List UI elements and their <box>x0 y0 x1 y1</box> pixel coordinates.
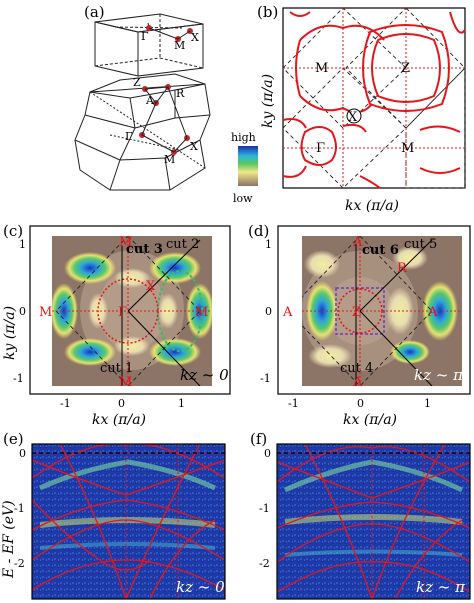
panel-c-cut-3: cut 3 <box>126 242 163 257</box>
panel-d-point-a-bottom: A <box>352 375 363 390</box>
panel-c-point-m-left: M <box>39 305 52 320</box>
panel-label-d: (d) <box>248 222 269 240</box>
band-dispersion-kzpi: kz ~ π <box>276 443 471 600</box>
panel-d-xtick-0: 0 <box>357 397 364 410</box>
panel-c-cut-2: cut 2 <box>166 237 199 252</box>
panel-f-kz: kz ~ π <box>416 578 466 596</box>
panel-c-ytick-neg1: -1 <box>13 372 24 385</box>
panel-d-point-a-left: A <box>282 305 293 320</box>
panel-d-point-z: Z <box>352 305 361 320</box>
panel-d-cut-4: cut 4 <box>340 361 373 376</box>
arpes-map-kzpi: A A A A R Z cut 6 cut 5 cut 4 kz ~ π <box>277 225 471 395</box>
panel-d-axes: -1 0 1 1 0 -1 kx (π/a) <box>260 238 431 428</box>
panel-e-kz: kz ~ 0 <box>176 578 225 596</box>
panel-c-point-m-bottom: M <box>119 375 132 390</box>
panel-label-e: (e) <box>3 430 24 448</box>
panel-d-ytick-1: 1 <box>265 238 272 251</box>
bz-label-a: A <box>145 94 155 107</box>
panel-b-xlabel: kx (π/a) <box>345 198 399 214</box>
panel-e-ytick-neg1: -1 <box>14 502 25 515</box>
panel-d-point-r: R <box>397 261 408 276</box>
colorbar-gradient <box>238 146 258 186</box>
panel-f-ytick-0: 0 <box>264 447 271 460</box>
arpes-map-kz0: M M M M X Γ cut 3 cut 2 cut 1 kz ~ 0 <box>29 225 231 395</box>
bz-top-label-x: X <box>191 31 199 44</box>
bz-label-x: X <box>190 140 198 153</box>
panel-e-axes: 0 -1 -2 E - EF (eV) <box>1 447 26 579</box>
bz-top-label-m: M <box>174 39 185 52</box>
panel-c-ytick-0: 0 <box>19 305 26 318</box>
panel-d-kz: kz ~ π <box>414 366 464 384</box>
panel-c-xtick-0: 0 <box>118 397 125 410</box>
panel-d-cut-5: cut 5 <box>404 237 437 252</box>
panel-d-xtick-neg1: -1 <box>288 397 299 410</box>
panel-c-point-m-right: M <box>195 305 208 320</box>
panel-b-point-z: Z <box>401 61 410 76</box>
colorbar: high low <box>231 131 258 205</box>
panel-d-xlabel: kx (π/a) <box>343 412 397 428</box>
panel-c-kz: kz ~ 0 <box>180 366 229 384</box>
brillouin-zone-top <box>94 13 204 77</box>
panel-e-ytick-0: 0 <box>19 447 26 460</box>
panel-b-point-m2: M <box>401 141 414 156</box>
panel-b-point-x: X <box>348 110 358 125</box>
bz-top-points: Γ M X <box>141 25 199 52</box>
colorbar-high-label: high <box>231 131 256 144</box>
panel-c-point-gamma: Γ <box>118 305 127 320</box>
panel-d-ytick-0: 0 <box>265 305 272 318</box>
bz-label-z: Z <box>133 76 141 89</box>
panel-label-f: (f) <box>250 430 267 448</box>
panel-c-point-m-top: M <box>119 235 132 250</box>
colorbar-low-label: low <box>233 192 253 205</box>
bz-top-label-gamma: Γ <box>141 30 149 43</box>
panel-c-xtick-1: 1 <box>178 397 185 410</box>
band-dispersion-kz0: kz ~ 0 <box>31 443 226 600</box>
panel-e-ytick-neg2: -2 <box>14 557 25 570</box>
panel-c-cut-1: cut 1 <box>100 361 133 376</box>
panel-b-point-m: M <box>315 61 328 76</box>
panel-d-point-a-right: A <box>427 305 438 320</box>
panel-b-point-gamma: Γ <box>316 141 325 156</box>
panel-d-point-a-top: A <box>352 235 363 250</box>
brillouin-zone-bottom <box>74 73 211 191</box>
panel-b-ylabel: ky (π/a) <box>260 74 276 128</box>
panel-d-xtick-1: 1 <box>424 397 431 410</box>
panel-c-axes: -1 0 1 1 0 -1 kx (π/a) ky (π/a) <box>2 238 185 428</box>
panel-e-ylabel: E - EF (eV) <box>1 500 17 579</box>
panel-c-xtick-neg1: -1 <box>60 397 71 410</box>
fermi-surface-calc: M Z X Γ M <box>282 7 466 189</box>
panel-c-ylabel: ky (π/a) <box>2 306 18 360</box>
bz-label-m: M <box>164 153 175 166</box>
panel-c-ytick-1: 1 <box>19 238 26 251</box>
panel-c-point-x: X <box>146 279 156 294</box>
panel-d-cut-6: cut 6 <box>362 243 399 258</box>
panel-label-c: (c) <box>3 222 23 240</box>
bz-bottom-points: Z R A Γ M X <box>125 76 198 166</box>
panel-c-xlabel: kx (π/a) <box>92 412 146 428</box>
panel-f-axes: 0 -1 -2 <box>259 447 271 570</box>
panel-d-ytick-neg1: -1 <box>260 372 271 385</box>
panel-label-a: (a) <box>84 3 105 21</box>
bz-label-gamma: Γ <box>125 130 133 143</box>
bz-label-r: R <box>176 87 185 100</box>
panel-f-ytick-neg1: -1 <box>259 502 270 515</box>
panel-label-b: (b) <box>257 3 278 21</box>
panel-f-ytick-neg2: -2 <box>259 557 270 570</box>
